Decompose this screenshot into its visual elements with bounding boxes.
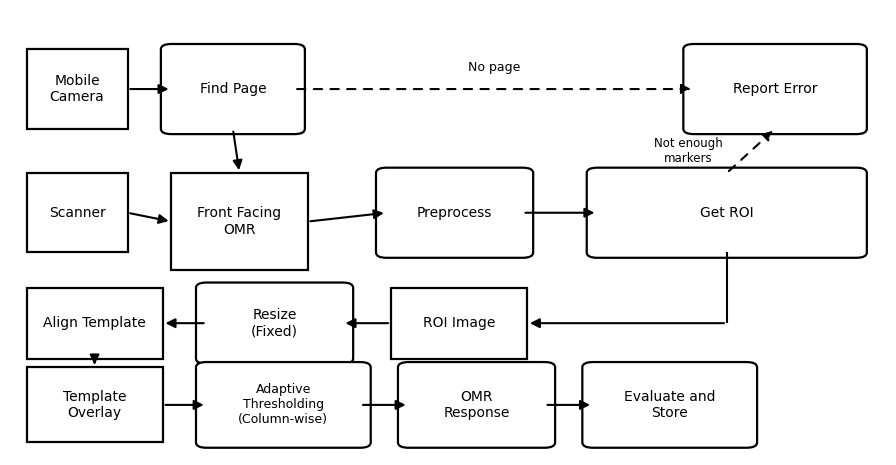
Text: Adaptive
Thresholding
(Column-wise): Adaptive Thresholding (Column-wise): [238, 384, 328, 426]
Text: Resize
(Fixed): Resize (Fixed): [251, 308, 298, 338]
FancyBboxPatch shape: [196, 283, 353, 364]
Text: Template
Overlay: Template Overlay: [63, 390, 126, 420]
Text: Front Facing
OMR: Front Facing OMR: [197, 206, 281, 237]
FancyBboxPatch shape: [27, 49, 127, 129]
Text: Preprocess: Preprocess: [417, 206, 492, 220]
FancyBboxPatch shape: [587, 168, 866, 258]
Text: Get ROI: Get ROI: [700, 206, 754, 220]
Text: Scanner: Scanner: [48, 206, 106, 220]
Text: Evaluate and
Store: Evaluate and Store: [624, 390, 716, 420]
Text: No page: No page: [468, 60, 521, 73]
Text: OMR
Response: OMR Response: [444, 390, 510, 420]
FancyBboxPatch shape: [684, 44, 866, 134]
FancyBboxPatch shape: [27, 288, 163, 359]
FancyBboxPatch shape: [196, 362, 371, 448]
FancyBboxPatch shape: [398, 362, 556, 448]
FancyBboxPatch shape: [161, 44, 305, 134]
FancyBboxPatch shape: [582, 362, 757, 448]
FancyBboxPatch shape: [376, 168, 533, 258]
Text: Find Page: Find Page: [200, 82, 266, 96]
Text: Not enough
markers: Not enough markers: [654, 137, 722, 165]
Text: Mobile
Camera: Mobile Camera: [49, 74, 105, 104]
FancyBboxPatch shape: [171, 173, 307, 270]
FancyBboxPatch shape: [27, 367, 163, 443]
FancyBboxPatch shape: [391, 288, 527, 359]
Text: ROI Image: ROI Image: [423, 316, 495, 330]
Text: Align Template: Align Template: [43, 316, 146, 330]
FancyBboxPatch shape: [27, 173, 127, 252]
Text: Report Error: Report Error: [733, 82, 817, 96]
